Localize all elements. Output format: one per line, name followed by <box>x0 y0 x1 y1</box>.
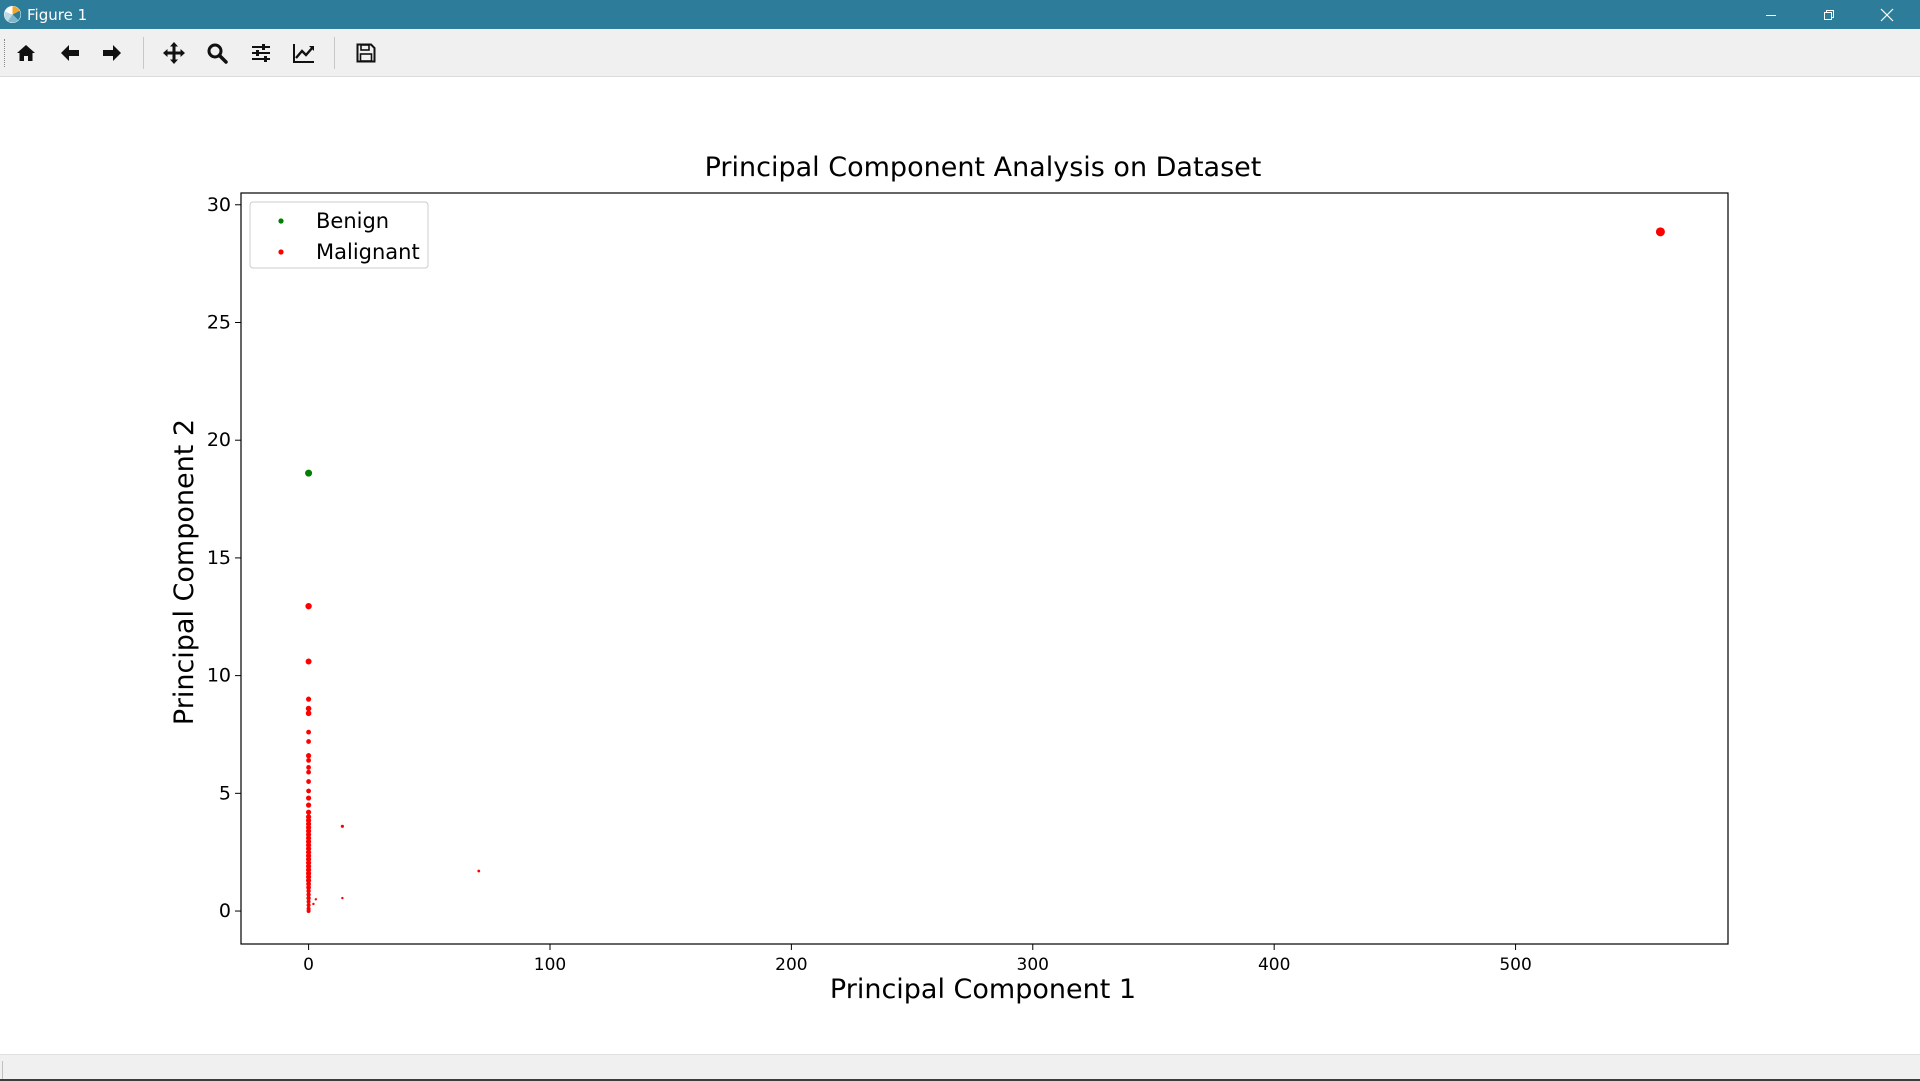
y-tick-label: 25 <box>207 311 231 333</box>
y-tick-label: 10 <box>207 665 231 687</box>
data-point-malignant <box>305 753 312 759</box>
data-point-malignant <box>305 877 312 884</box>
arrow-left-icon <box>61 45 79 61</box>
figure-canvas[interactable]: Principal Component Analysis on Dataset … <box>0 77 1920 1054</box>
window-titlebar: Figure 1 <box>0 0 1920 29</box>
data-point-malignant <box>314 898 318 901</box>
axes-frame <box>240 192 1729 945</box>
data-point-malignant <box>306 899 311 904</box>
toolbar-separator <box>334 37 335 69</box>
window-title: Figure 1 <box>27 6 88 24</box>
configure-subplots-button[interactable] <box>244 37 278 69</box>
x-tick-label: 500 <box>1499 955 1531 975</box>
x-tick-label: 100 <box>534 955 566 975</box>
data-point-malignant <box>306 739 311 744</box>
data-point-malignant <box>305 705 312 712</box>
x-axis-label: Principal Component 1 <box>830 974 1136 1005</box>
x-tick-label: 300 <box>1017 955 1049 975</box>
data-point-malignant <box>306 729 311 735</box>
data-point-malignant <box>305 710 312 717</box>
move-icon <box>163 42 185 64</box>
chart-title: Principal Component Analysis on Dataset <box>705 152 1262 183</box>
close-button[interactable] <box>1858 0 1916 29</box>
back-button[interactable] <box>53 37 87 69</box>
y-tick-label: 5 <box>219 782 231 804</box>
data-point-malignant <box>306 903 311 908</box>
data-point-malignant <box>306 909 311 914</box>
zoom-icon <box>207 43 228 64</box>
arrow-right-icon <box>103 45 121 61</box>
close-icon <box>1880 8 1894 21</box>
data-point-malignant <box>306 881 311 887</box>
save-icon <box>356 43 376 63</box>
x-tick-label: 200 <box>775 955 807 975</box>
sliders-icon <box>252 44 270 62</box>
save-button[interactable] <box>349 37 383 69</box>
data-point-malignant <box>305 602 312 610</box>
matplotlib-logo-icon <box>3 5 22 24</box>
data-point-malignant <box>312 902 315 906</box>
scatter-chart: Principal Component Analysis on Dataset … <box>0 77 1920 1054</box>
home-icon <box>17 45 35 61</box>
data-point-malignant <box>306 885 311 890</box>
legend-label-benign: Benign <box>316 209 389 233</box>
x-tick-label: 0 <box>303 955 314 975</box>
chart-line-icon <box>293 44 314 63</box>
y-tick-label: 20 <box>207 429 231 451</box>
status-bar-divider <box>2 1061 3 1079</box>
minimize-icon <box>1766 14 1776 16</box>
data-point-malignant <box>340 824 344 828</box>
legend: Benign Malignant <box>249 201 429 269</box>
toolbar-grip[interactable] <box>4 39 7 67</box>
x-tick-label: 400 <box>1258 955 1290 975</box>
data-point-malignant <box>306 757 311 763</box>
y-tick-label: 15 <box>207 547 231 569</box>
restore-button[interactable] <box>1800 0 1858 29</box>
legend-box <box>249 201 429 269</box>
data-point-malignant <box>306 769 311 775</box>
data-point-malignant <box>306 765 311 770</box>
toolbar-separator <box>143 37 144 69</box>
data-point-malignant <box>1655 227 1665 237</box>
data-point-malignant <box>306 895 311 901</box>
y-axis-label: Principal Component 2 <box>169 419 200 725</box>
minimize-button[interactable] <box>1742 0 1800 29</box>
navigation-toolbar <box>0 29 1920 77</box>
y-tick-label: 0 <box>219 900 231 922</box>
data-point-malignant <box>306 892 311 897</box>
forward-button[interactable] <box>95 37 129 69</box>
status-bar <box>0 1054 1920 1081</box>
data-point-malignant <box>305 802 312 808</box>
data-point-malignant <box>305 658 312 665</box>
data-point-benign <box>305 469 313 477</box>
data-point-malignant <box>477 869 481 873</box>
data-point-malignant <box>306 788 311 794</box>
data-point-malignant <box>306 888 311 894</box>
legend-label-malignant: Malignant <box>316 240 420 264</box>
legend-marker-malignant <box>278 249 284 255</box>
zoom-button[interactable] <box>200 37 234 69</box>
data-point-malignant <box>306 779 311 784</box>
restore-icon <box>1824 9 1834 20</box>
data-point-malignant <box>305 696 312 702</box>
data-point-malignant <box>341 896 344 900</box>
plot-area: 0 100 200 300 400 500 0 5 10 15 20 25 30 <box>207 194 1665 975</box>
edit-axis-button[interactable] <box>287 37 321 69</box>
home-button[interactable] <box>9 37 43 69</box>
y-tick-label: 30 <box>207 194 231 216</box>
pan-button[interactable] <box>157 37 191 69</box>
data-point-malignant <box>305 795 312 801</box>
legend-marker-benign <box>278 218 284 224</box>
data-point-malignant <box>305 809 312 815</box>
